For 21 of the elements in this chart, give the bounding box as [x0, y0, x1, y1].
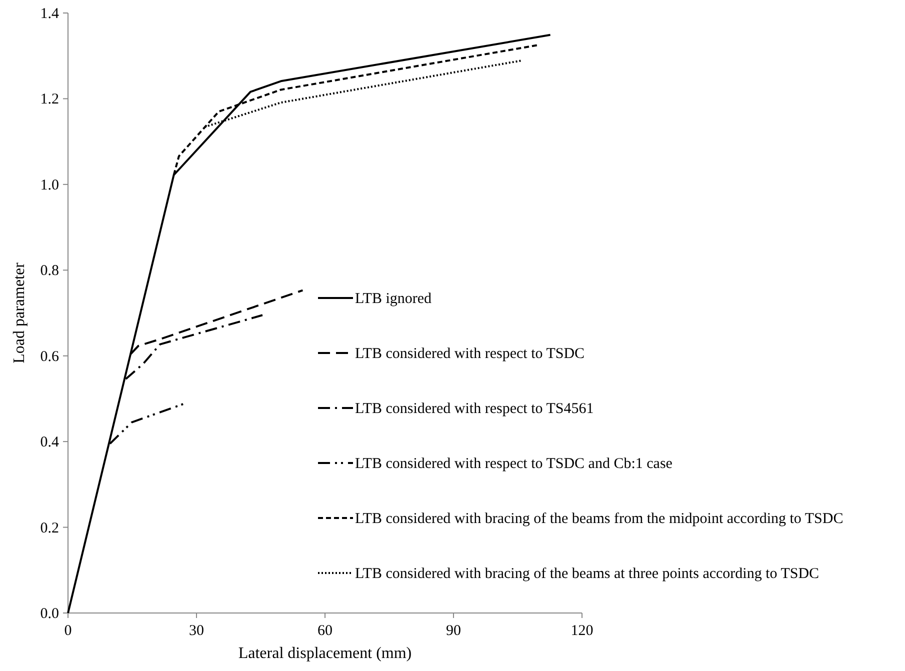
legend-label: LTB considered with respect to TS4561	[355, 401, 594, 417]
y-tick-label: 1.4	[40, 6, 60, 22]
legend-label: LTB ignored	[355, 291, 432, 307]
x-axis-title: Lateral displacement (mm)	[238, 645, 412, 662]
x-tick-label: 60	[318, 623, 332, 639]
legend-label: LTB considered with bracing of the beams from the midpoint according to TSDC	[355, 511, 844, 527]
y-tick-label: 0.8	[40, 263, 59, 280]
legend-label: LTB considered with bracing of the beams at three points according to TSDC	[355, 566, 820, 582]
legend-label: LTB considered with respect to TSDC	[355, 346, 585, 362]
y-tick-label: 0.6	[40, 348, 60, 365]
y-tick-label: 1.0	[40, 177, 59, 194]
y-tick-label: 1.2	[40, 92, 59, 108]
y-axis-title: Load parameter	[11, 262, 28, 364]
x-tick-label: 90	[446, 623, 461, 639]
y-tick-label: 0.4	[40, 434, 60, 451]
x-tick-label: 30	[189, 623, 204, 639]
y-tick-label: 0.2	[40, 520, 59, 536]
x-tick-label: 120	[570, 623, 594, 639]
y-tick-label: 0.0	[40, 606, 59, 622]
legend-label: LTB considered with respect to TSDC and Cb:1 case	[355, 456, 673, 472]
x-tick-label: 0	[64, 623, 72, 639]
